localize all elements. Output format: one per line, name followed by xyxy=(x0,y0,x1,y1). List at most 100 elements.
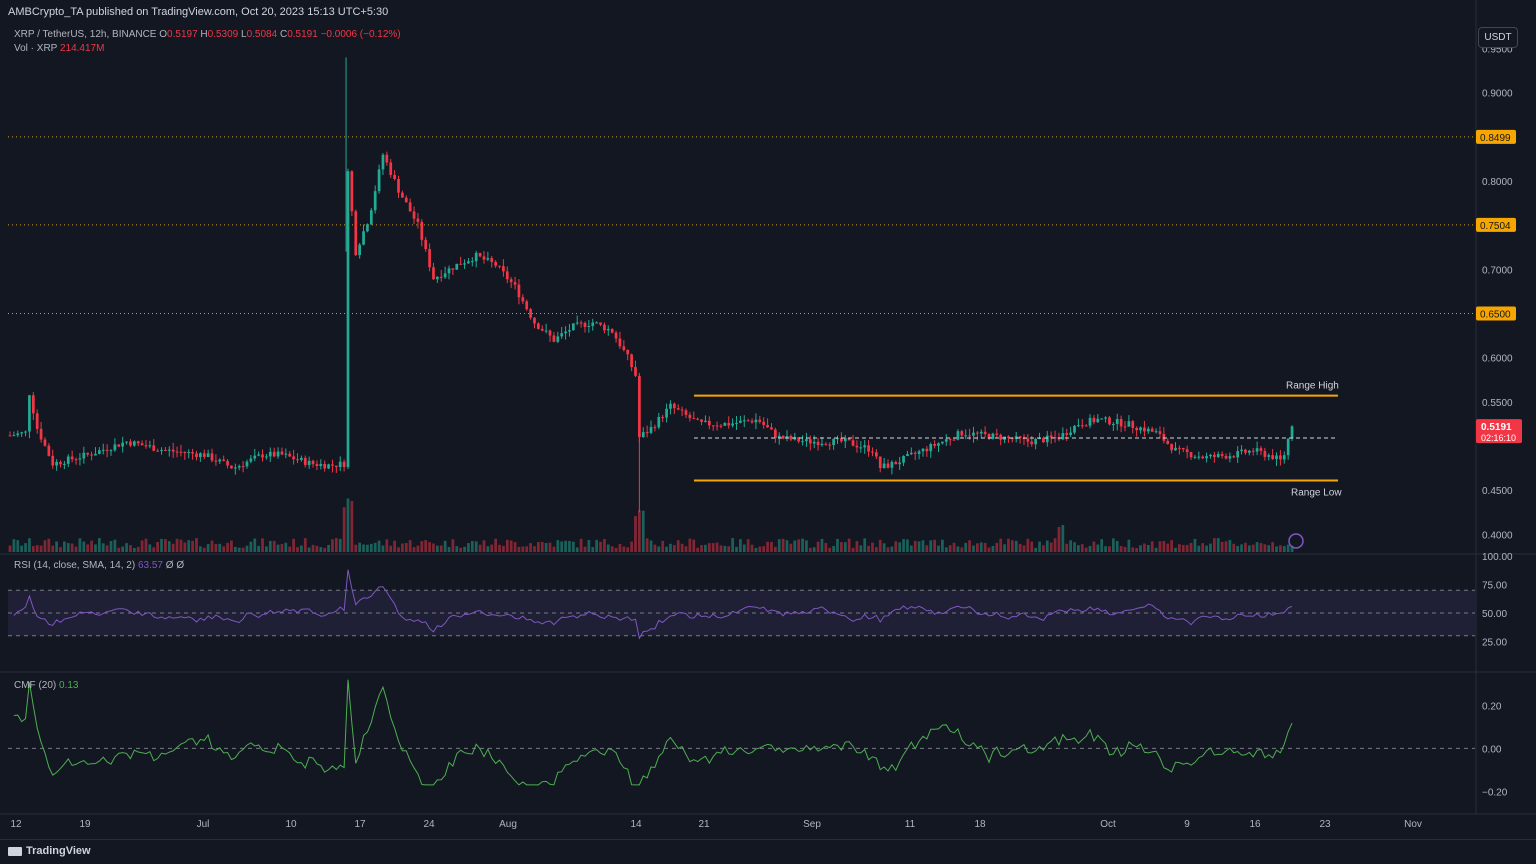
high-value: 0.5309 xyxy=(207,29,239,40)
volume-bar xyxy=(999,538,1003,552)
volume-bar xyxy=(770,541,773,552)
x-tick: 19 xyxy=(79,819,91,830)
candle-body xyxy=(432,267,435,280)
volume-bar xyxy=(715,542,719,552)
volume-bar xyxy=(1119,546,1123,552)
volume-bar xyxy=(688,538,692,552)
x-tick: 23 xyxy=(1319,819,1331,830)
volume-bar xyxy=(233,546,237,552)
volume-bar xyxy=(840,542,843,552)
volume-bar xyxy=(109,541,113,552)
x-tick: 12 xyxy=(10,819,22,830)
candle-body xyxy=(882,463,886,469)
volume-bar xyxy=(1212,538,1216,552)
volume-bar xyxy=(742,544,746,552)
volume-bar xyxy=(723,545,727,552)
volume-bar xyxy=(498,544,501,552)
volume-bar xyxy=(502,545,505,552)
price-tick: 0.9500 xyxy=(1482,45,1513,56)
volume-bar xyxy=(812,547,816,552)
candle-body xyxy=(101,449,105,451)
volume-bar xyxy=(909,545,913,552)
candle-body xyxy=(187,451,191,454)
candle-body xyxy=(700,419,703,422)
candle-body xyxy=(31,395,35,414)
candle-body xyxy=(1189,452,1193,458)
volume-bar xyxy=(482,540,486,552)
candle-body xyxy=(334,465,338,468)
candle-body xyxy=(797,437,801,442)
candle-body xyxy=(731,423,734,426)
candle-body xyxy=(1026,438,1030,442)
volume-bar xyxy=(692,539,696,552)
volume-bar xyxy=(401,543,404,552)
candle-body xyxy=(754,419,758,423)
cmf-label[interactable]: CMF (20) xyxy=(14,680,57,691)
volume-bar xyxy=(672,545,676,552)
volume-bar xyxy=(773,546,777,552)
volume-bar xyxy=(1279,545,1282,552)
volume-bar xyxy=(669,543,672,552)
candle-body xyxy=(583,322,587,327)
volume-bar xyxy=(1088,545,1092,552)
volume-bar xyxy=(210,540,214,552)
volume-bar xyxy=(175,538,179,552)
volume-bar xyxy=(1057,526,1061,552)
candle-body xyxy=(160,449,163,451)
candle-body xyxy=(1212,454,1216,457)
candle-body xyxy=(113,444,117,451)
candle-body xyxy=(43,439,47,446)
candle-body xyxy=(164,449,167,451)
tradingview-logo[interactable]: TradingView xyxy=(8,845,91,857)
candle-body xyxy=(964,435,968,437)
x-tick: 16 xyxy=(1249,819,1261,830)
volume-bar xyxy=(700,545,703,552)
candle-body xyxy=(1065,433,1069,435)
candle-body xyxy=(315,464,319,467)
volume-bar xyxy=(1045,540,1049,552)
volume-bar xyxy=(140,540,144,552)
volume-bar xyxy=(156,541,159,552)
symbol-label[interactable]: XRP / TetherUS, 12h, BINANCE xyxy=(14,29,157,40)
candle-body xyxy=(1174,447,1177,451)
candle-body xyxy=(972,432,975,436)
price-level-badge xyxy=(1476,129,1516,144)
candle-body xyxy=(366,224,369,232)
volume-bar xyxy=(1174,547,1177,552)
x-tick: 18 xyxy=(974,819,986,830)
volume-bar xyxy=(657,546,661,552)
candle-body xyxy=(82,452,86,459)
candle-body xyxy=(630,354,633,368)
candle-body xyxy=(711,425,715,427)
candle-body xyxy=(509,279,513,283)
candle-body xyxy=(902,455,905,463)
volume-bar xyxy=(31,546,35,552)
candle-body xyxy=(599,322,602,325)
candle-body xyxy=(265,456,268,458)
volume-bar xyxy=(358,542,362,552)
range-low-label: Range Low xyxy=(1291,487,1342,498)
candle-body xyxy=(517,284,521,298)
rsi-label[interactable]: RSI (14, close, SMA, 14, 2) xyxy=(14,560,136,571)
volume-bar xyxy=(105,545,109,552)
volume-bar xyxy=(1080,544,1084,552)
candle-body xyxy=(898,462,902,465)
volume-bar xyxy=(746,539,750,552)
candle-body xyxy=(1123,426,1127,428)
candle-body xyxy=(890,461,894,468)
candle-body xyxy=(750,420,754,423)
volume-bar xyxy=(439,545,443,552)
candle-body xyxy=(937,443,940,446)
volume-bar xyxy=(1259,543,1263,552)
candle-body xyxy=(641,432,645,438)
x-tick: Sep xyxy=(803,819,821,830)
volume-bar xyxy=(513,542,517,552)
candle-body xyxy=(156,450,159,452)
candle-body xyxy=(688,414,692,419)
candle-body xyxy=(1119,418,1123,427)
candle-body xyxy=(280,451,284,455)
candle-body xyxy=(288,453,292,457)
volume-bar xyxy=(952,542,956,552)
currency-button[interactable]: USDT xyxy=(1478,27,1518,48)
